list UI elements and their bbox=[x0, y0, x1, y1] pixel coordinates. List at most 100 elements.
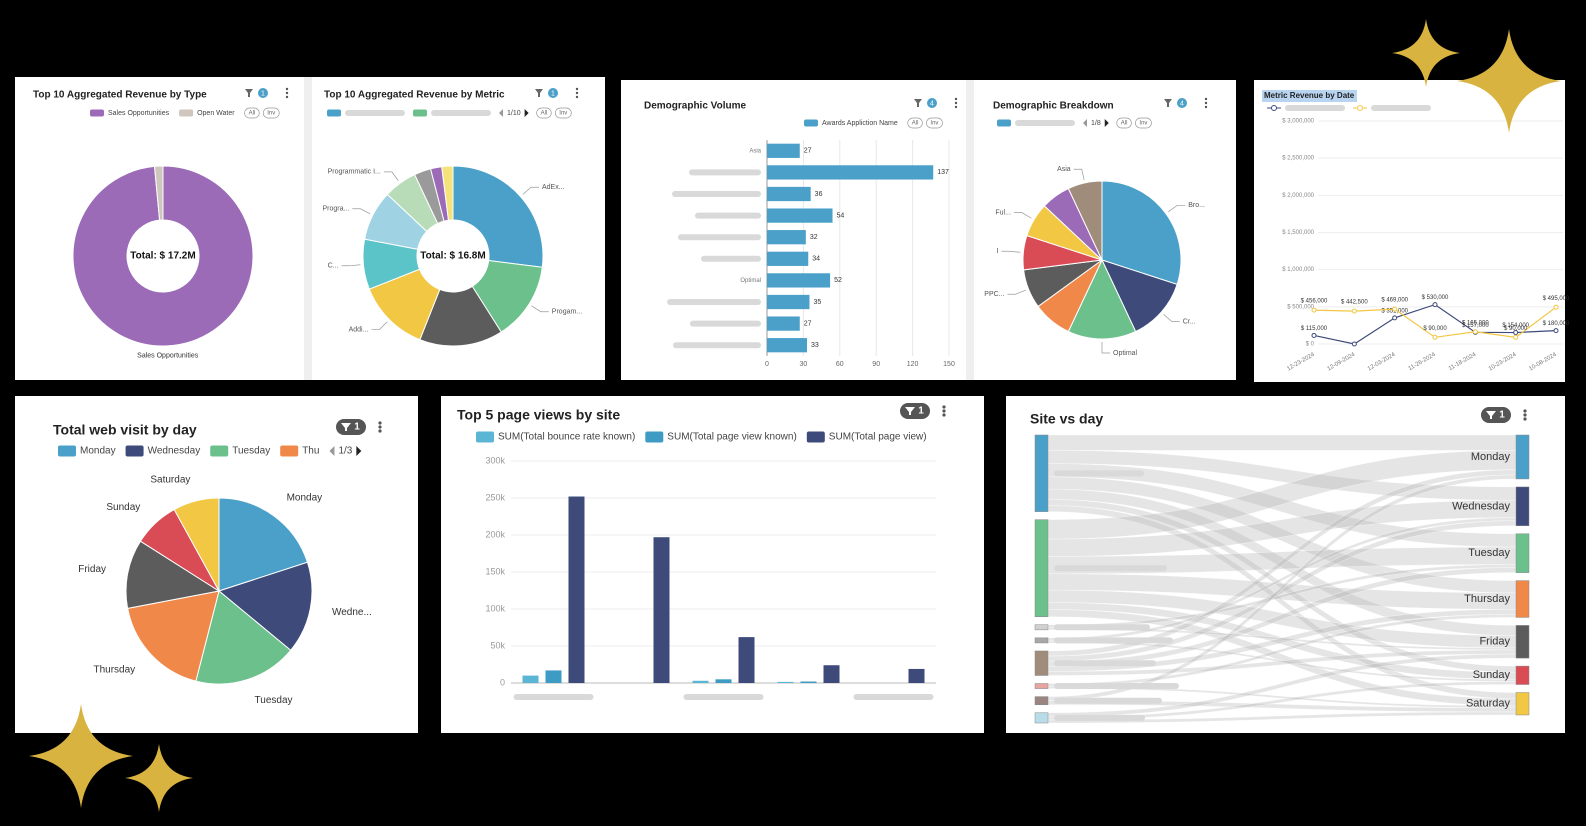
slice-label: I bbox=[996, 248, 998, 255]
legend-swatch bbox=[179, 109, 194, 117]
legend-button[interactable] bbox=[536, 107, 552, 119]
legend-button[interactable] bbox=[1135, 117, 1152, 129]
filter-icon[interactable] bbox=[535, 89, 543, 97]
menu-dot[interactable] bbox=[378, 421, 382, 425]
legend-button-label[interactable]: All bbox=[249, 111, 256, 117]
blurred-text bbox=[431, 110, 491, 116]
menu-dot[interactable] bbox=[285, 95, 289, 99]
menu-dot[interactable] bbox=[954, 97, 958, 101]
sparkle bbox=[1457, 29, 1561, 133]
legend-swatch bbox=[645, 431, 664, 443]
line-point bbox=[1311, 307, 1317, 313]
legend-button-label[interactable]: All bbox=[1121, 121, 1128, 127]
menu-dot[interactable] bbox=[942, 409, 946, 413]
legend-button-label[interactable]: Inv bbox=[267, 111, 275, 117]
blurred-text bbox=[1054, 697, 1162, 704]
y-tick-label: $ 2,000,000 bbox=[1282, 193, 1314, 199]
menu-dot[interactable] bbox=[1523, 417, 1527, 421]
bar bbox=[767, 186, 811, 202]
legend-button[interactable] bbox=[1116, 117, 1132, 129]
legend-button[interactable] bbox=[907, 117, 923, 129]
pie-slice bbox=[218, 497, 309, 592]
slice-label: Tuesday bbox=[255, 695, 293, 706]
blurred-text bbox=[673, 342, 761, 349]
menu-dot[interactable] bbox=[1204, 97, 1208, 101]
legend-button[interactable] bbox=[244, 107, 260, 119]
menu-dot[interactable] bbox=[954, 101, 958, 105]
legend-button-label[interactable]: Inv bbox=[559, 111, 567, 117]
pager-prev[interactable] bbox=[329, 446, 335, 456]
data-label: $ 165,000 bbox=[1462, 320, 1489, 326]
pager-next[interactable] bbox=[1104, 119, 1109, 127]
menu-dot[interactable] bbox=[575, 95, 579, 99]
menu-dot[interactable] bbox=[942, 413, 946, 417]
legend-button[interactable] bbox=[926, 117, 943, 129]
menu-dot[interactable] bbox=[378, 429, 382, 433]
legend-button-label[interactable]: All bbox=[912, 121, 919, 127]
bar bbox=[777, 681, 794, 683]
legend-button-label[interactable]: Inv bbox=[1139, 121, 1147, 127]
pager-prev[interactable] bbox=[1083, 119, 1087, 127]
legend-label: SUM(Total page view known) bbox=[667, 432, 797, 443]
bar bbox=[767, 143, 800, 158]
filter-badge bbox=[548, 88, 558, 98]
blurred-text bbox=[1285, 105, 1345, 111]
slice-label: Optimal bbox=[1113, 350, 1138, 357]
line-point bbox=[1513, 330, 1519, 336]
data-label: $ 442,500 bbox=[1341, 300, 1368, 306]
sankey-node bbox=[1515, 625, 1530, 659]
data-label: $ 180,000 bbox=[1543, 321, 1570, 327]
legend-button[interactable] bbox=[554, 107, 572, 119]
bar bbox=[767, 165, 934, 180]
sankey-node bbox=[1515, 692, 1530, 716]
y-tick-label: 300k bbox=[485, 455, 505, 465]
menu-dot[interactable] bbox=[285, 91, 289, 95]
data-label: 32 bbox=[810, 234, 818, 241]
filter-icon[interactable] bbox=[1164, 99, 1172, 107]
data-label: $ 456,000 bbox=[1301, 299, 1328, 305]
leader-line bbox=[352, 208, 371, 215]
legend-button-label[interactable]: All bbox=[541, 111, 548, 117]
menu-dot[interactable] bbox=[1204, 105, 1208, 109]
menu-dot[interactable] bbox=[1523, 413, 1527, 417]
legend-button-label[interactable]: Inv bbox=[930, 121, 938, 127]
filter-icon[interactable] bbox=[914, 99, 922, 107]
data-label: $ 115,000 bbox=[1301, 326, 1328, 332]
bar bbox=[767, 230, 806, 245]
pager-next[interactable] bbox=[524, 109, 529, 117]
pie-slice bbox=[1101, 180, 1182, 286]
filter-button[interactable] bbox=[1481, 407, 1511, 423]
pie-slice bbox=[1067, 180, 1103, 261]
legend-button[interactable] bbox=[262, 107, 280, 119]
panel bbox=[1254, 80, 1565, 382]
filter-icon[interactable] bbox=[245, 89, 253, 97]
bar bbox=[823, 665, 840, 683]
line-point bbox=[1392, 315, 1398, 321]
filter-button[interactable] bbox=[900, 403, 930, 419]
pager-next[interactable] bbox=[356, 446, 362, 456]
filter-button[interactable] bbox=[336, 419, 366, 435]
menu-dot[interactable] bbox=[575, 87, 579, 91]
menu-dot[interactable] bbox=[575, 91, 579, 95]
data-label: 36 bbox=[815, 191, 823, 198]
blurred-text bbox=[853, 694, 934, 700]
slice-label: Saturday bbox=[150, 474, 190, 485]
menu-dot[interactable] bbox=[378, 425, 382, 429]
filter-count: 1 bbox=[918, 406, 924, 417]
bar bbox=[738, 637, 755, 683]
line-point bbox=[1311, 332, 1317, 338]
bar bbox=[908, 668, 925, 683]
line-point bbox=[1472, 329, 1478, 335]
menu-dot[interactable] bbox=[1204, 101, 1208, 105]
menu-dot[interactable] bbox=[954, 105, 958, 109]
pager-prev[interactable] bbox=[499, 109, 503, 117]
menu-dot[interactable] bbox=[285, 87, 289, 91]
y-tick-label: 200k bbox=[485, 529, 505, 539]
blurred-text bbox=[1054, 660, 1156, 667]
menu-dot[interactable] bbox=[1523, 409, 1527, 413]
legend-swatch bbox=[476, 431, 494, 443]
pager-label: 1/10 bbox=[507, 110, 521, 117]
y-tick-label: $ 3,000,000 bbox=[1282, 119, 1314, 125]
bar bbox=[568, 496, 585, 683]
menu-dot[interactable] bbox=[942, 405, 946, 409]
